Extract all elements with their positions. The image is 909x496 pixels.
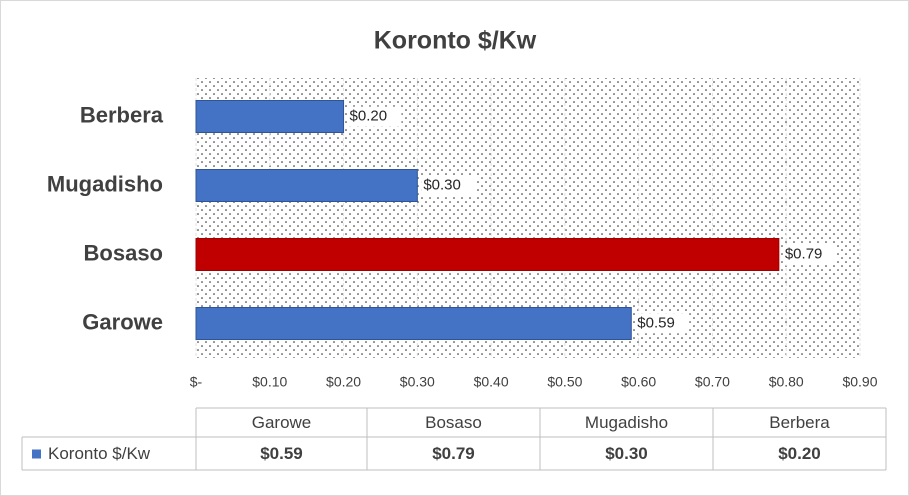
value-label-bg xyxy=(782,244,837,265)
bar xyxy=(195,100,345,133)
chart-title: Koronto $/Kw xyxy=(374,27,537,55)
legend-swatch xyxy=(32,449,41,459)
x-tick-label: $0.10 xyxy=(252,374,287,390)
table-header: Garowe xyxy=(252,413,312,432)
x-tick-label: $0.80 xyxy=(769,374,804,390)
bar xyxy=(195,238,780,271)
table-value: $0.20 xyxy=(778,444,821,463)
value-label-bg xyxy=(347,106,402,127)
x-tick-label: $0.60 xyxy=(621,374,656,390)
table-header: Berbera xyxy=(769,413,830,432)
x-tick-label: $0.40 xyxy=(474,374,509,390)
category-label: Mugadisho xyxy=(47,171,163,196)
value-label-bg xyxy=(635,313,690,334)
x-tick-label: $0.90 xyxy=(842,374,877,390)
table-value: $0.59 xyxy=(260,444,303,463)
table-header: Bosaso xyxy=(425,413,482,432)
x-tick-label: $0.50 xyxy=(547,374,582,390)
value-label: $0.30 xyxy=(423,176,461,193)
bar xyxy=(195,169,418,202)
x-tick-label: $0.20 xyxy=(326,374,361,390)
x-tick-label: $- xyxy=(190,374,203,390)
table-value: $0.79 xyxy=(432,444,475,463)
value-label: $0.59 xyxy=(637,314,675,331)
value-label: $0.79 xyxy=(785,245,823,262)
table-value: $0.30 xyxy=(605,444,648,463)
x-tick-label: $0.70 xyxy=(695,374,730,390)
x-tick-label: $0.30 xyxy=(400,374,435,390)
value-label: $0.20 xyxy=(350,107,388,124)
category-label: Bosaso xyxy=(84,240,163,265)
category-label: Garowe xyxy=(82,309,163,334)
table-header: Mugadisho xyxy=(585,413,668,432)
legend-label: Koronto $/Kw xyxy=(48,444,151,463)
bar xyxy=(195,307,632,340)
value-label-bg xyxy=(421,175,476,196)
category-label: Berbera xyxy=(80,102,164,127)
